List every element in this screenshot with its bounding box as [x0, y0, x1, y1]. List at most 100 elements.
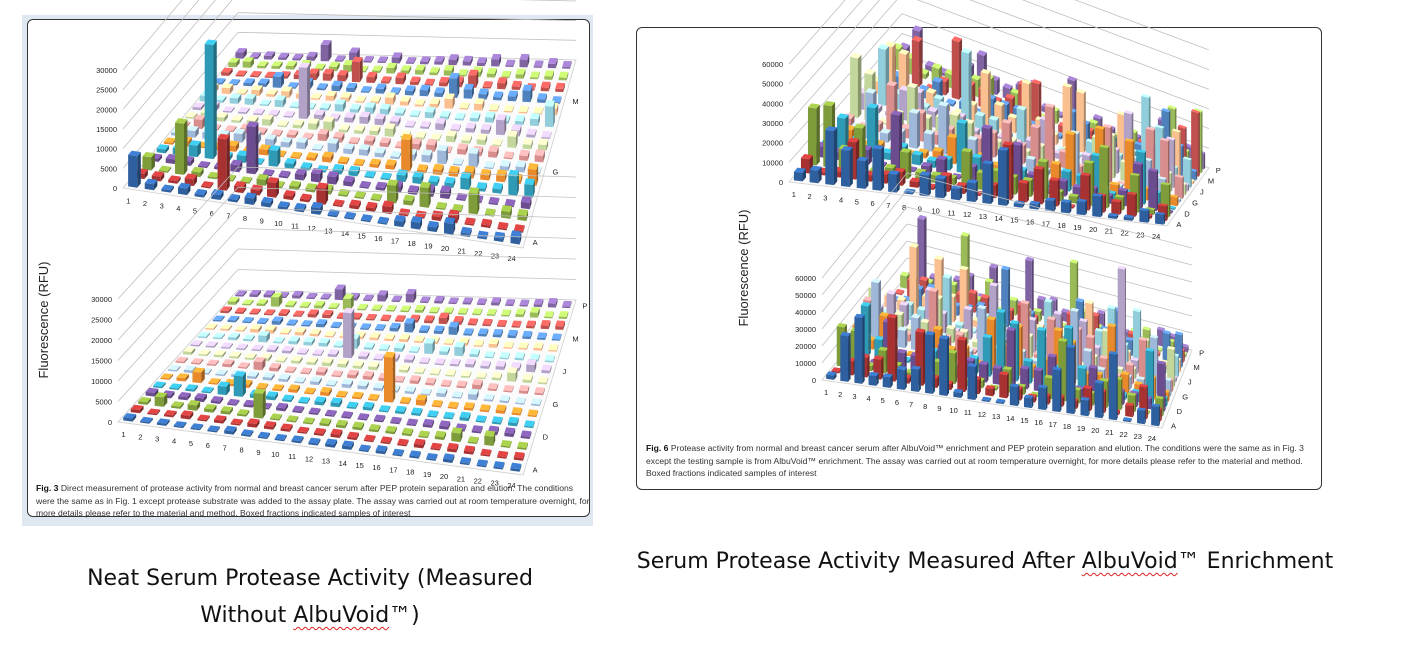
fig3-top-bar	[261, 196, 274, 208]
fig3-top-bar	[518, 105, 529, 114]
fig3-bottom-bar	[472, 379, 483, 390]
fig3-top-bar	[259, 99, 272, 107]
fig3-top-bar	[278, 170, 291, 179]
fig3-bottom-bar	[330, 321, 342, 329]
fig3-bottom-bar	[463, 445, 475, 455]
fig3-top-bar	[274, 95, 287, 108]
fig3-top-gridline-side	[122, 0, 183, 71]
fig3-bottom-bar	[215, 369, 228, 377]
fig3-caption: Fig. 3 Direct measurement of protease ac…	[36, 482, 591, 520]
fig3-top-bar	[458, 69, 469, 77]
fig3-bottom-bar	[212, 333, 225, 340]
fig6-top-bar	[1191, 109, 1200, 177]
fig3-bottom-bar	[357, 380, 369, 390]
fig3-bottom-bar	[548, 344, 559, 352]
fig3-bottom-bar	[178, 392, 191, 401]
fig6-bottom-bar	[1038, 384, 1048, 411]
fig3-bottom-bar	[210, 396, 224, 404]
fig3-caption-label: Fig. 3	[36, 483, 59, 493]
fig6-top-bar	[951, 36, 963, 100]
fig3-bottom-y-tick: 0	[108, 418, 112, 427]
fig6-top-bar	[966, 179, 978, 203]
fig6-top-x-tick: 8	[902, 203, 906, 212]
fig3-top-bar	[354, 191, 366, 200]
fig3-top-bar	[343, 143, 355, 155]
fig6-bottom-bar	[826, 371, 837, 380]
fig3-bottom-bar	[443, 411, 455, 420]
fig3-bottom-bar	[331, 370, 343, 378]
fig6-top-x-tick: 11	[947, 208, 955, 217]
fig3-top-bar	[505, 59, 516, 67]
fig3-top-bar	[380, 172, 392, 181]
fig3-top-bar	[281, 86, 293, 98]
fig6-top-y-tick: 20000	[762, 139, 783, 148]
fig3-bottom-bar	[335, 419, 348, 429]
fig3-bottom-bar	[297, 426, 310, 434]
fig3-bottom-bar	[246, 371, 259, 380]
fig6-top-bar	[1016, 105, 1027, 144]
fig3-top-bar	[277, 120, 289, 128]
fig3-bottom-bar	[495, 404, 507, 414]
fig3-bottom-bar	[123, 413, 137, 422]
fig3-top-bar	[448, 165, 460, 177]
fig3-top-bar	[469, 112, 481, 122]
fig3-top-x-tick: 6	[210, 209, 214, 218]
fig3-bottom-bar	[431, 399, 443, 408]
left-figure-title: Neat Serum Protease Activity (Measured W…	[50, 560, 570, 634]
fig3-bottom-row-tick: J	[562, 367, 566, 376]
fig6-bottom-bar	[953, 388, 964, 399]
fig3-bottom-bar	[322, 309, 334, 319]
fig3-bottom-bar	[495, 360, 506, 371]
fig3-bottom-bar	[499, 394, 511, 404]
fig3-top-x-tick: 16	[374, 234, 382, 243]
fig3-top-bar	[344, 112, 356, 123]
fig3-bottom-bar	[346, 401, 359, 410]
fig3-top-bar	[522, 84, 533, 103]
fig3-bottom-bar	[380, 314, 392, 322]
fig3-top-bar	[230, 159, 243, 173]
fig3-top-bar	[257, 61, 269, 69]
fig6-bottom-x-tick: 13	[992, 412, 1000, 421]
fig3-bottom-gridline-side	[117, 228, 239, 361]
fig3-bottom-x-tick: 15	[356, 461, 364, 470]
fig3-bottom-bar	[541, 364, 552, 374]
fig3-top-bar	[444, 93, 455, 109]
fig3-top-y-tick: 20000	[96, 105, 117, 114]
fig3-bottom-bar	[206, 359, 219, 367]
fig6-bottom-x-tick: 12	[978, 410, 986, 419]
fig3-bottom-bar	[531, 398, 542, 407]
fig3-top-bar	[286, 129, 299, 139]
fig3-bottom-bar	[517, 441, 529, 450]
fig3-bottom-bar	[342, 294, 354, 310]
fig3-bottom-bar	[519, 299, 530, 307]
fig3-top-bar	[306, 51, 318, 61]
fig6-bottom-gridline-side	[821, 206, 908, 313]
fig3-top-bar	[278, 52, 290, 61]
fig3-top-bar	[429, 98, 441, 108]
fig3-top-bar	[409, 109, 421, 118]
fig3-top-x-tick: 14	[341, 229, 349, 238]
fig3-top-gridline-side	[122, 12, 239, 149]
fig3-bottom-bar	[449, 358, 461, 367]
fig3-top-bar	[175, 118, 188, 175]
fig6-top-bar	[1107, 212, 1119, 219]
fig3-bottom-bar	[463, 402, 475, 411]
fig3-bottom-bar	[454, 341, 465, 357]
fig3-top-bar	[452, 157, 464, 166]
fig3-bottom-bar	[476, 459, 488, 468]
fig3-top-bar	[519, 149, 530, 161]
fig3-bottom-bar	[448, 321, 460, 335]
fig3-bottom-bar	[505, 299, 516, 307]
fig6-top-bar	[1168, 194, 1179, 207]
fig3-top-bar	[515, 68, 526, 79]
fig3-bottom-bar	[558, 311, 569, 319]
fig3-bottom-x-tick: 10	[271, 450, 279, 459]
fig3-bottom-bar	[320, 293, 332, 300]
fig3-top-bar	[158, 165, 172, 173]
fig3-bottom-bar	[343, 307, 355, 359]
fig3-bottom-bar	[480, 360, 491, 369]
fig6-bottom-y-tick: 40000	[795, 308, 816, 317]
fig3-bottom-bar	[419, 357, 431, 365]
fig3-top-bar	[533, 60, 544, 68]
fig3-top-gridline-side	[122, 32, 239, 169]
